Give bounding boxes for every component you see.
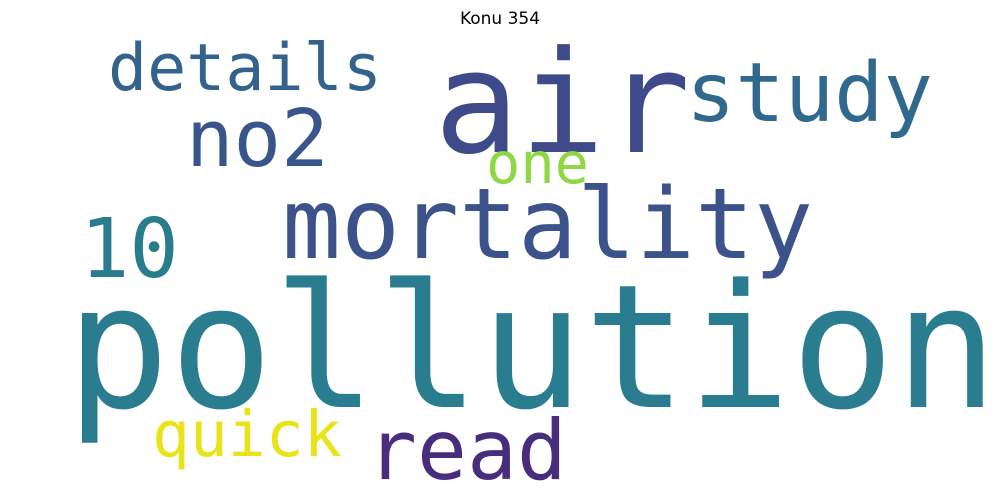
word-read: read	[367, 402, 567, 499]
word-study: study	[686, 46, 933, 141]
word-mortality: mortality	[282, 168, 814, 282]
word-no2: no2	[186, 93, 329, 185]
word-air: air	[434, 21, 691, 186]
word-10: 10	[80, 202, 179, 297]
word-one: one	[486, 131, 589, 197]
word-details: details	[108, 31, 382, 106]
word-pollution: pollution	[66, 247, 998, 448]
word-quick: quick	[152, 398, 342, 471]
word-cloud-title: Konu 354	[459, 9, 541, 29]
